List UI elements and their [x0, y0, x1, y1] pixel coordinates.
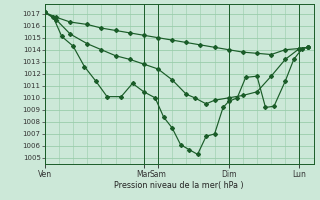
X-axis label: Pression niveau de la mer( hPa ): Pression niveau de la mer( hPa ) — [114, 181, 244, 190]
